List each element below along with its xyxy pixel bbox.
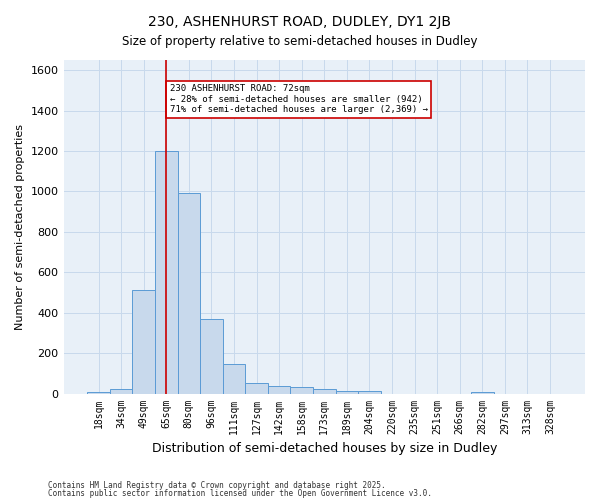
Bar (110, 388, 133, 394)
Bar (245, 384, 268, 394)
Bar (335, 391, 358, 394)
Text: Contains public sector information licensed under the Open Government Licence v3: Contains public sector information licen… (48, 488, 432, 498)
Bar (178, 194, 200, 394)
X-axis label: Distribution of semi-detached houses by size in Dudley: Distribution of semi-detached houses by … (152, 442, 497, 455)
Text: Size of property relative to semi-detached houses in Dudley: Size of property relative to semi-detach… (122, 35, 478, 48)
Bar (133, 290, 155, 394)
Bar (313, 389, 335, 394)
Bar (200, 319, 223, 394)
Bar (471, 392, 494, 394)
Bar (358, 391, 381, 394)
Text: 230 ASHENHURST ROAD: 72sqm
← 28% of semi-detached houses are smaller (942)
71% o: 230 ASHENHURST ROAD: 72sqm ← 28% of semi… (170, 84, 428, 114)
Y-axis label: Number of semi-detached properties: Number of semi-detached properties (15, 124, 25, 330)
Bar (155, 151, 178, 394)
Bar (268, 386, 290, 394)
Text: Contains HM Land Registry data © Crown copyright and database right 2025.: Contains HM Land Registry data © Crown c… (48, 481, 386, 490)
Bar (290, 388, 313, 394)
Bar (223, 364, 245, 394)
Bar (87, 392, 110, 394)
Text: 230, ASHENHURST ROAD, DUDLEY, DY1 2JB: 230, ASHENHURST ROAD, DUDLEY, DY1 2JB (149, 15, 452, 29)
